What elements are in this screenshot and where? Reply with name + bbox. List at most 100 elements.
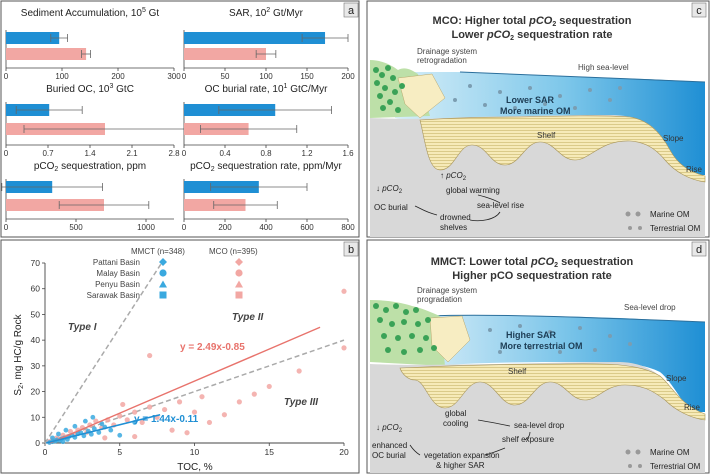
slope-label: Slope	[663, 134, 684, 143]
drowned-label-2: shelves	[440, 223, 467, 232]
om-label: More terrestrial OM	[500, 341, 583, 351]
global-cooling-label-1: global	[445, 409, 467, 418]
shelf-label: Shelf	[537, 131, 556, 140]
process-arrows	[414, 194, 501, 222]
data-point-mco	[147, 404, 153, 410]
y-tick-label: 30	[31, 361, 41, 371]
type-i-boundary	[44, 262, 163, 444]
y-tick-label: 60	[31, 284, 41, 294]
y-tick-label: 70	[31, 258, 41, 268]
x-tick-label: 0.7	[42, 149, 54, 158]
sediment-layers	[419, 115, 706, 183]
vegetation-label-2: & higher SAR	[436, 461, 485, 470]
x-tick-label: 0.4	[219, 149, 231, 158]
rise-label: Rise	[684, 403, 701, 412]
legend-mco-header: MCO (n=395)	[209, 247, 258, 256]
sea-water	[395, 72, 705, 175]
marine-om-particles	[453, 84, 622, 110]
x-tick-label: 600	[300, 223, 314, 232]
data-point-mco	[139, 419, 145, 426]
regression-line-mmct	[46, 413, 161, 444]
data-point-mmct	[82, 418, 88, 424]
panel-b-label: b	[348, 244, 354, 256]
shelf-label: Shelf	[508, 367, 527, 376]
data-point-mco	[120, 401, 126, 408]
data-point-mco	[176, 399, 183, 405]
y-tick-label: 10	[31, 412, 41, 422]
marine-om-legend: Marine OM	[650, 210, 690, 219]
legend-basin-4: Sarawak Basin	[87, 291, 140, 300]
x-tick-label: 0	[4, 223, 9, 232]
data-point-mmct	[50, 435, 55, 441]
legend-marker-mco-circle	[235, 269, 243, 277]
subplot-title: SAR, 102 Gt/Myr	[229, 7, 304, 19]
legend-basin-1: Pattani Basin	[93, 258, 140, 267]
x-tick-label: 100	[55, 72, 69, 81]
x-tick-label: 0.8	[260, 149, 272, 158]
regression-line-mco	[49, 326, 321, 444]
x-tick-label: 0	[43, 447, 48, 457]
legend-marker-mmct-diamond	[159, 258, 167, 266]
x-tick-label: 2.1	[126, 149, 138, 158]
x-tick-label: 100	[259, 72, 273, 81]
data-point-mco	[206, 419, 213, 426]
process-arrows	[409, 419, 531, 456]
y-tick-label: 40	[31, 335, 41, 345]
x-tick-label: 1.2	[301, 149, 313, 158]
data-point-mmct	[72, 423, 78, 429]
subplot-title: pCO2 sequestration rate, ppm/Myr	[190, 161, 342, 173]
x-tick-label: 1.6	[342, 149, 354, 158]
data-point-mco	[266, 383, 272, 390]
data-point-mmct	[117, 432, 123, 438]
y-tick-label: 0	[35, 438, 40, 448]
x-tick-label: 400	[259, 223, 273, 232]
drainage-label-2: retrogradation	[417, 56, 467, 65]
sea-level-rise-label: sea-level rise	[477, 201, 525, 210]
data-point-mco	[147, 352, 153, 359]
y-axis-label: S2, mg HC/g Rock	[13, 313, 25, 395]
vegetation-trees	[373, 65, 405, 113]
panel-c-title-line2: Lower pCO2 sequestration rate	[451, 29, 612, 42]
data-point-mmct	[56, 431, 61, 437]
x-tick-label: 0	[182, 149, 187, 158]
x-tick-label: 200	[341, 72, 355, 81]
data-point-mmct	[108, 427, 114, 433]
bar-charts: Sediment Accumulation, 105 Gt 0 100 200 300 S…	[1, 7, 355, 232]
data-point-mmct	[99, 421, 105, 427]
x-tick-label: 10	[190, 447, 200, 457]
legend-marker-mmct-triangle	[159, 280, 167, 288]
global-cooling-label-2: cooling	[443, 419, 468, 428]
bar-mmct	[6, 32, 60, 44]
x-tick-label: 20	[339, 447, 349, 457]
data-point-mco	[117, 413, 123, 419]
legend-marker-mco-triangle	[235, 280, 243, 288]
sea-level-drop-label: sea-level drop	[514, 421, 565, 430]
global-warming-label: global warming	[446, 186, 500, 195]
delta-fan	[397, 73, 446, 119]
sar-label: Higher SAR	[506, 330, 557, 340]
marine-om-legend: Marine OM	[650, 448, 690, 457]
delta-fan	[429, 315, 471, 363]
regression-mmct-equation: y = 1.44x-0.11	[134, 414, 199, 425]
terrestrial-om-particles	[488, 324, 632, 354]
panel-d-title-line2: Higher pCO sequestration rate	[452, 270, 612, 282]
data-point-mco	[296, 368, 302, 374]
bar-mco	[6, 199, 104, 211]
data-point-mmct	[88, 431, 94, 437]
drowned-label-1: drowned	[440, 213, 471, 222]
pco2-decrease-label: ↓ pCO2	[376, 423, 403, 434]
sea-level-label: Sea-level drop	[624, 303, 676, 312]
x-tick-label: 200	[218, 223, 232, 232]
shelf-exposure-label: shelf exposure	[502, 435, 555, 444]
x-tick-label: 800	[341, 223, 355, 232]
bar-mco	[184, 48, 266, 60]
data-point-mco	[132, 409, 138, 415]
x-tick-label: 500	[69, 223, 83, 232]
legend-marker-mmct-square	[159, 291, 167, 299]
data-point-mco	[191, 409, 198, 415]
type-iii-label: Type III	[284, 397, 318, 408]
data-point-mco	[184, 430, 190, 436]
sediment-layers	[399, 363, 706, 421]
terrestrial-om-legend: Terrestrial OM	[650, 462, 701, 471]
drainage-label-1: Drainage system	[417, 286, 477, 295]
